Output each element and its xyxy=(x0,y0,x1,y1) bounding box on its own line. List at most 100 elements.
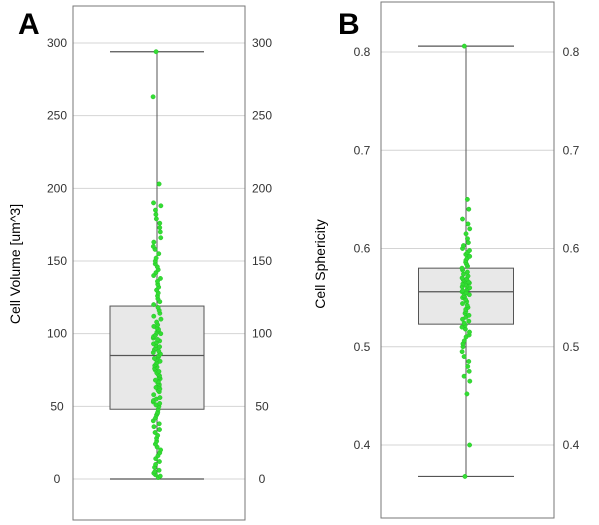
panel-b-data-point-55 xyxy=(464,269,470,275)
panel-a-ylabel: Cell Volume [um^3] xyxy=(7,204,23,324)
panel-b-data-point-39 xyxy=(460,288,466,294)
panel-a-data-point-72 xyxy=(155,337,161,342)
panel-a-data-point-109 xyxy=(151,239,157,245)
panel-a-data-point-1 xyxy=(157,473,163,479)
panel-b-data-point-71 xyxy=(463,231,469,237)
panel-b-ytick-right-0: 0.4 xyxy=(563,438,580,452)
panel-a-data-point-7 xyxy=(153,462,159,467)
panel-a-ytick-left-5: 250 xyxy=(47,109,67,123)
panel-b-ytick-left-0: 0.4 xyxy=(354,438,371,452)
panel-b-data-point-23 xyxy=(466,312,472,318)
panel-a-data-point-120 xyxy=(150,94,156,100)
panel-a-data-point-118 xyxy=(151,200,156,206)
panel-a-ytick-left-6: 300 xyxy=(47,36,67,50)
panel-b-data-point-12 xyxy=(461,338,467,344)
panel-b-ytick-right-1: 0.5 xyxy=(563,340,580,354)
panel-b-data-point-1 xyxy=(467,442,473,448)
panel-a-data-point-117 xyxy=(158,203,164,209)
panel-b-data-point-5 xyxy=(466,368,472,374)
panel-a-data-point-35 xyxy=(151,392,157,398)
panel-a-plot-frame xyxy=(72,5,246,521)
panel-a-data-point-30 xyxy=(157,401,163,406)
panel-a-ytick-left-1: 50 xyxy=(50,399,64,413)
panel-b-data-point-3 xyxy=(467,378,473,384)
panel-a-ytick-right-4: 200 xyxy=(252,181,272,195)
panel-a-ytick-right-2: 100 xyxy=(252,327,272,341)
panel-b-data-point-73 xyxy=(465,221,471,227)
panel-b-data-point-15 xyxy=(467,329,472,335)
panel-a-label: A xyxy=(18,8,40,41)
panel-a-data-point-115 xyxy=(153,212,159,217)
panel-b-ytick-left-1: 0.5 xyxy=(354,340,371,354)
panel-a-data-point-5 xyxy=(156,467,162,473)
panel-b-ytick-left-2: 0.6 xyxy=(354,242,371,256)
panel-b-ytick-left-4: 0.8 xyxy=(354,45,371,59)
panel-a-data-point-83 xyxy=(154,319,160,325)
panel-b-plot-frame xyxy=(380,1,555,519)
panel-a-ytick-left-0: 0 xyxy=(54,472,61,486)
panel-a-data-point-21 xyxy=(156,421,162,427)
panel-b-data-point-68 xyxy=(461,243,466,248)
panel-a-data-point-44 xyxy=(153,377,158,383)
panel-a-data-point-106 xyxy=(156,251,162,257)
panel-b-data-point-63 xyxy=(467,253,473,259)
panel-a: A Cell Volume [um^3] 0 0 50 50 100 100 150 150 2… xyxy=(7,5,272,521)
panel-b-data-point-76 xyxy=(464,196,470,202)
panel-a-data-point-34 xyxy=(157,395,163,401)
panel-b-ytick-left-3: 0.7 xyxy=(354,143,371,157)
panel-a-data-point-111 xyxy=(157,229,163,235)
panel-a-data-point-114 xyxy=(153,216,159,222)
panel-a-ytick-right-3: 150 xyxy=(252,254,272,268)
panel-a-data-point-85 xyxy=(151,313,157,319)
panel-b-data-point-8 xyxy=(461,354,467,359)
panel-b-ytick-right-4: 0.8 xyxy=(563,45,580,59)
panel-a-data-point-59 xyxy=(152,355,157,361)
panel-b-data-point-29 xyxy=(460,301,465,306)
panel-b-data-point-74 xyxy=(460,216,465,222)
panel-a-data-point-108 xyxy=(150,244,156,249)
panel-a-data-point-121 xyxy=(153,49,159,55)
panel-b-data-point-77 xyxy=(461,43,467,49)
panel-a-data-point-113 xyxy=(157,220,163,226)
panel-a-data-point-110 xyxy=(158,235,164,241)
panel-a-data-point-105 xyxy=(153,255,159,261)
panel-b-data-point-4 xyxy=(461,373,467,379)
panel-a-data-point-98 xyxy=(158,276,163,281)
panel-a-data-point-4 xyxy=(152,469,158,475)
panel-a-data-point-119 xyxy=(156,181,162,187)
panel-b-ytick-right-2: 0.6 xyxy=(563,242,580,256)
panel-b-data-point-57 xyxy=(459,265,465,271)
panel-a-data-point-12 xyxy=(158,447,164,453)
panel-a-ytick-right-6: 300 xyxy=(252,36,272,50)
panel-b-data-point-75 xyxy=(466,206,472,212)
panel-b-data-point-72 xyxy=(467,226,473,232)
panel-a-data-point-116 xyxy=(153,207,158,213)
panel-b-ytick-right-3: 0.7 xyxy=(563,143,580,157)
panel-b-data-point-20 xyxy=(466,318,472,324)
panel-b-ylabel: Cell Sphericity xyxy=(312,219,328,308)
panel-b-data-point-69 xyxy=(465,240,471,246)
panel-b: B Cell Sphericity 0.4 0.4 0.5 0.5 0.6 0.6 0.7 0… xyxy=(312,1,580,519)
panel-b-data-point-2 xyxy=(464,391,470,397)
panel-a-data-point-89 xyxy=(151,302,157,307)
panel-a-ytick-right-1: 50 xyxy=(255,399,269,413)
panel-a-data-point-20 xyxy=(151,424,157,430)
panel-a-data-point-84 xyxy=(158,316,164,322)
panel-b-label: B xyxy=(338,8,360,41)
panel-a-ytick-left-3: 150 xyxy=(47,254,67,268)
panel-a-ytick-left-2: 100 xyxy=(47,327,67,341)
panel-a-data-point-112 xyxy=(157,225,163,230)
panel-b-data-point-0 xyxy=(462,474,468,479)
panel-a-ytick-left-4: 200 xyxy=(47,181,67,195)
panel-b-data-point-9 xyxy=(459,349,465,355)
panel-a-ytick-right-0: 0 xyxy=(259,472,266,486)
panel-b-data-point-28 xyxy=(464,303,470,308)
panel-b-data-point-53 xyxy=(465,273,471,279)
panel-a-data-point-18 xyxy=(152,430,158,435)
panel-a-data-point-97 xyxy=(155,278,160,284)
panel-b-data-point-7 xyxy=(466,359,472,364)
panel-a-data-point-8 xyxy=(157,459,162,464)
panel-a-data-point-88 xyxy=(155,305,161,310)
panel-b-data-point-70 xyxy=(465,236,470,242)
